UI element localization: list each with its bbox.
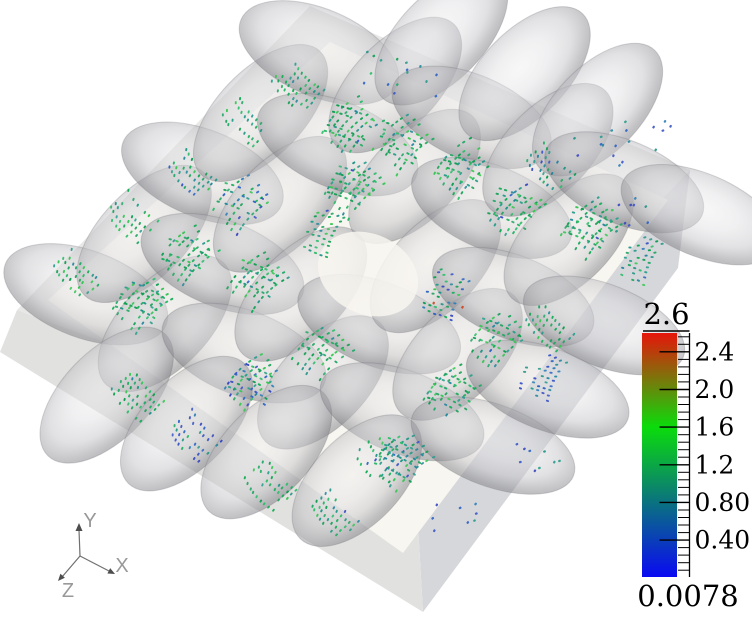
colorbar-ticks: [643, 330, 691, 577]
streamline-cluster: [526, 141, 577, 191]
yarn-tube: [620, 164, 752, 266]
colorbar-min-label: 0.0078: [637, 579, 739, 613]
colorbar-tick-label: 1.2: [695, 450, 735, 479]
x-axis-line: [79, 555, 110, 572]
streamline-cluster: [290, 326, 356, 382]
streamline-cluster: [356, 437, 399, 484]
colorbar-tick-labels: 2.4 2.0 1.6 1.2 0.80 0.40: [695, 337, 751, 554]
z-axis-line: [61, 555, 81, 578]
streamline-cluster: [431, 502, 478, 533]
colorbar-tick-label: 1.6: [695, 413, 735, 442]
streamline-cluster: [620, 236, 664, 287]
streamline-cluster: [270, 62, 326, 109]
streamline-points: [53, 50, 672, 537]
streamline-cluster: [525, 305, 576, 353]
streamline-cluster: [422, 363, 482, 417]
streamline-cluster: [515, 442, 561, 473]
streamline-cluster: [371, 113, 435, 177]
streamline-cluster: [111, 277, 174, 335]
streamline-cluster: [362, 50, 408, 85]
streamline-cluster: [422, 268, 471, 322]
streamline-cluster: [311, 488, 360, 537]
colorbar-tick-label: 2.4: [695, 337, 735, 366]
streamline-cluster: [243, 460, 298, 512]
x-axis-arrowhead-icon: [107, 568, 115, 574]
weave-tubes: [3, 0, 752, 547]
x-axis-label: X: [115, 555, 128, 577]
streamline-cluster: [321, 95, 386, 153]
streamline-cluster: [212, 174, 269, 237]
y-axis-label: Y: [83, 510, 96, 532]
color-legend[interactable]: 2.4 2.0 1.6 1.2 0.80 0.40: [642, 330, 751, 577]
y-axis-line: [78, 529, 81, 557]
y-axis-arrowhead-icon: [75, 523, 83, 531]
streamline-cluster: [386, 64, 438, 98]
streamline-cluster: [161, 224, 221, 287]
colorbar-gradient: [642, 333, 677, 577]
colorbar-tick-label: 2.0: [695, 375, 735, 404]
orientation-axes-widget: Y X Z: [58, 510, 129, 602]
streamline-cluster: [226, 251, 290, 314]
streamline-cluster: [518, 354, 569, 403]
weave-center-gap: [317, 231, 419, 317]
streamline-cluster: [433, 136, 490, 200]
z-axis-arrowhead-icon: [58, 573, 65, 581]
streamline-cluster: [623, 119, 672, 152]
streamline-cluster: [432, 301, 464, 309]
streamline-cluster: [221, 97, 263, 148]
yarn-tube: [465, 339, 630, 439]
streamline-cluster: [487, 183, 547, 237]
z-axis-label: Z: [62, 580, 74, 602]
colorbar-tick-label: 0.80: [695, 488, 751, 517]
streamline-cluster: [110, 188, 160, 245]
colorbar-max-label: 2.6: [643, 297, 690, 331]
streamline-cluster: [470, 312, 524, 368]
streamline-cluster: [171, 407, 223, 463]
streamline-cluster: [53, 247, 100, 297]
streamline-cluster: [559, 200, 623, 261]
streamline-cluster: [323, 161, 386, 221]
streamline-cluster: [573, 129, 624, 167]
streamline-cluster: [168, 148, 218, 196]
streamline-cluster: [596, 196, 650, 233]
streamline-cluster: [223, 353, 278, 412]
streamline-cluster: [302, 209, 346, 259]
colorbar-tick-label: 0.40: [695, 526, 751, 555]
streamline-cluster: [110, 372, 166, 423]
